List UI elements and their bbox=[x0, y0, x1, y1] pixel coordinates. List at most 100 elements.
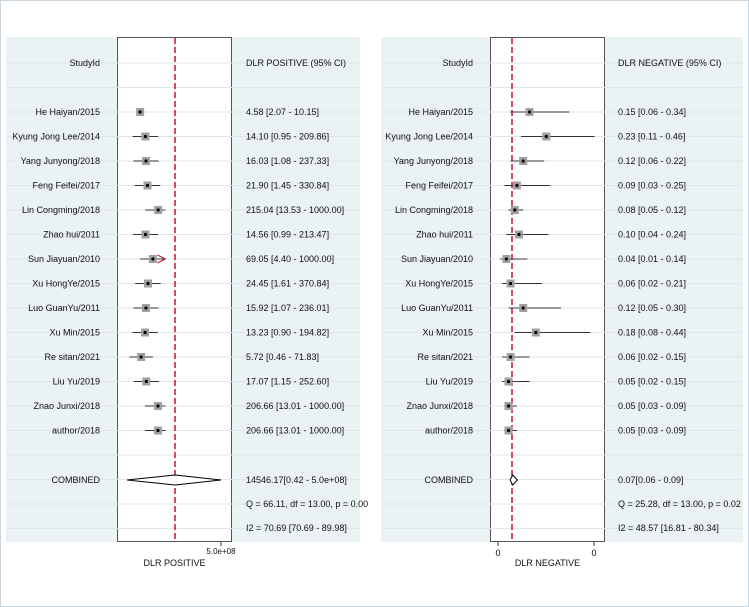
study-ci-text: 24.45 [1.61 - 370.84] bbox=[246, 279, 329, 289]
study-ci-text: 69.05 [4.40 - 1000.00] bbox=[246, 254, 334, 264]
study-ci-text: 0.15 [0.06 - 0.34] bbox=[618, 107, 686, 117]
combined-label: COMBINED bbox=[424, 475, 473, 485]
study-ci-text: 0.06 [0.02 - 0.21] bbox=[618, 279, 686, 289]
study-ci-text: 14.10 [0.95 - 209.86] bbox=[246, 132, 329, 142]
study-ci-text: 0.23 [0.11 - 0.46] bbox=[618, 132, 685, 142]
study-label: Kyung Jong Lee/2014 bbox=[12, 132, 100, 142]
study-label: Yang Junyong/2018 bbox=[394, 156, 473, 166]
study-label: Feng Feifei/2017 bbox=[405, 181, 473, 191]
study-ci-text: 21.90 [1.45 - 330.84] bbox=[246, 181, 329, 191]
x-axis-label: DLR NEGATIVE bbox=[515, 558, 580, 568]
study-label: Luo GuanYu/2011 bbox=[401, 303, 473, 313]
header-ci: DLR POSITIVE (95% CI) bbox=[246, 58, 346, 68]
study-label: Re sitan/2021 bbox=[44, 352, 100, 362]
study-point bbox=[138, 110, 142, 114]
study-point bbox=[143, 232, 148, 237]
x-tick-label: 0 bbox=[495, 548, 500, 558]
study-point bbox=[544, 134, 548, 139]
study-point bbox=[506, 428, 511, 433]
combined-label: COMBINED bbox=[51, 475, 100, 485]
study-ci-text: 17.07 [1.15 - 252.60] bbox=[246, 377, 329, 387]
study-ci-text: 14.56 [0.99 - 213.47] bbox=[246, 230, 329, 240]
study-ci-text: 0.06 [0.02 - 0.15] bbox=[618, 352, 686, 362]
study-ci-text: 0.05 [0.03 - 0.09] bbox=[618, 426, 686, 436]
study-point bbox=[527, 110, 532, 114]
study-label: He Haiyan/2015 bbox=[35, 107, 100, 117]
study-point bbox=[145, 183, 150, 188]
study-ci-text: 206.66 [13.01 - 1000.00] bbox=[246, 426, 344, 436]
study-point bbox=[521, 306, 525, 310]
header-study-id: StudyId bbox=[69, 58, 100, 68]
study-ci-text: 13.23 [0.90 - 194.82] bbox=[246, 328, 329, 338]
study-point bbox=[144, 159, 148, 163]
study-label: Xu HongYe/2015 bbox=[32, 279, 100, 289]
study-label: Kyung Jong Lee/2014 bbox=[385, 132, 473, 142]
study-ci-text: 0.10 [0.04 - 0.24] bbox=[618, 230, 686, 240]
heterogeneity-q: Q = 66.11, df = 13.00, p = 0.00 bbox=[246, 499, 368, 509]
study-label: He Haiyan/2015 bbox=[408, 107, 473, 117]
study-label: Liu Yu/2019 bbox=[53, 377, 100, 387]
study-label: Sun Jiayuan/2010 bbox=[401, 254, 473, 264]
study-point bbox=[504, 257, 508, 261]
study-label: Xu HongYe/2015 bbox=[405, 279, 473, 289]
study-label: Re sitan/2021 bbox=[417, 352, 473, 362]
study-label: author/2018 bbox=[425, 426, 473, 436]
study-label: Feng Feifei/2017 bbox=[32, 181, 100, 191]
study-point bbox=[144, 306, 148, 310]
study-ci-text: 0.12 [0.06 - 0.22] bbox=[618, 156, 686, 166]
study-ci-text: 5.72 [0.46 - 71.83] bbox=[246, 352, 319, 362]
x-tick-label: 0 bbox=[591, 548, 596, 558]
study-point bbox=[515, 183, 519, 188]
ci-truncation-arrow bbox=[157, 254, 167, 264]
study-ci-text: 16.03 [1.08 - 237.33] bbox=[246, 156, 329, 166]
x-axis-label: DLR POSITIVE bbox=[143, 558, 205, 568]
study-label: Yang Junyong/2018 bbox=[21, 156, 100, 166]
study-point bbox=[156, 404, 160, 408]
heterogeneity-i2: I2 = 48.57 [16.81 - 80.34] bbox=[618, 523, 719, 533]
study-point bbox=[156, 428, 160, 433]
study-point bbox=[143, 134, 148, 139]
study-label: Luo GuanYu/2011 bbox=[28, 303, 100, 313]
study-point bbox=[513, 208, 517, 212]
study-point bbox=[521, 159, 525, 163]
study-label: Znao Junxi/2018 bbox=[406, 401, 473, 411]
study-label: Lin Congming/2018 bbox=[395, 205, 473, 215]
header-study-id: StudyId bbox=[442, 58, 473, 68]
study-label: Xu Min/2015 bbox=[49, 328, 100, 338]
study-point bbox=[509, 355, 513, 359]
study-ci-text: 0.05 [0.03 - 0.09] bbox=[618, 401, 686, 411]
study-point bbox=[143, 330, 147, 335]
study-ci-text: 206.66 [13.01 - 1000.00] bbox=[246, 401, 344, 411]
study-ci-text: 0.08 [0.05 - 0.12] bbox=[618, 205, 686, 215]
heterogeneity-i2: I2 = 70.69 [70.69 - 89.98] bbox=[246, 523, 347, 533]
study-point bbox=[534, 330, 538, 335]
study-point bbox=[506, 379, 511, 384]
x-tick-label: 5.0e+08 bbox=[206, 547, 236, 556]
study-label: Zhao hui/2011 bbox=[43, 230, 100, 240]
study-label: Xu Min/2015 bbox=[422, 328, 473, 338]
study-label: Znao Junxi/2018 bbox=[33, 401, 100, 411]
study-ci-text: 0.04 [0.01 - 0.14] bbox=[618, 254, 686, 264]
combined-ci-text: 14546.17[0.42 - 5.0e+08] bbox=[246, 475, 347, 485]
study-point bbox=[509, 281, 513, 286]
study-label: author/2018 bbox=[52, 426, 100, 436]
study-point bbox=[144, 379, 148, 384]
study-ci-text: 0.09 [0.03 - 0.25] bbox=[618, 181, 686, 191]
study-ci-text: 0.05 [0.02 - 0.15] bbox=[618, 377, 686, 387]
study-point bbox=[517, 232, 521, 237]
plot-area-dlr-negative bbox=[490, 37, 605, 542]
study-point bbox=[146, 281, 150, 286]
heterogeneity-q: Q = 25.28, df = 13.00, p = 0.02 bbox=[618, 499, 741, 509]
study-ci-text: 4.58 [2.07 - 10.15] bbox=[246, 107, 319, 117]
combined-diamond bbox=[126, 474, 222, 486]
study-ci-text: 15.92 [1.07 - 236.01] bbox=[246, 303, 329, 313]
study-point bbox=[156, 208, 160, 212]
study-label: Zhao hui/2011 bbox=[416, 230, 473, 240]
header-ci: DLR NEGATIVE (95% CI) bbox=[618, 58, 721, 68]
study-ci-text: 0.18 [0.08 - 0.44] bbox=[618, 328, 686, 338]
study-label: Liu Yu/2019 bbox=[426, 377, 473, 387]
study-point bbox=[506, 404, 511, 408]
study-label: Sun Jiayuan/2010 bbox=[28, 254, 100, 264]
combined-diamond bbox=[509, 474, 519, 486]
